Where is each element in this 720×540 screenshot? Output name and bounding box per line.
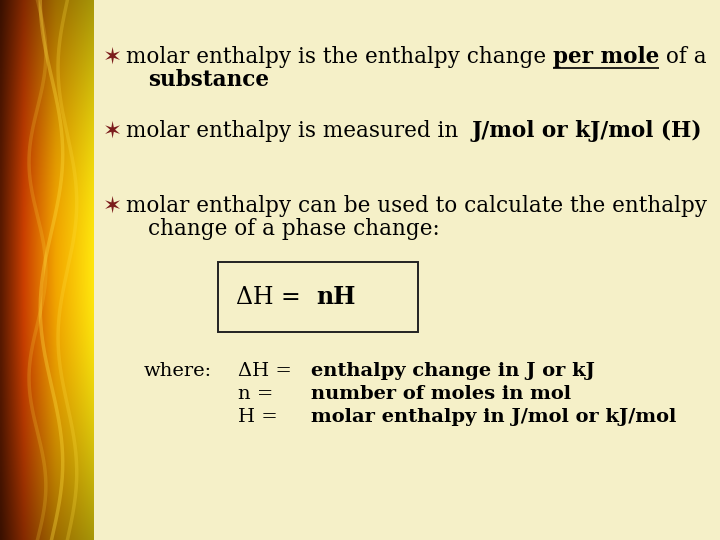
Bar bbox=[218, 262, 418, 332]
Text: ΔH =: ΔH = bbox=[236, 286, 308, 308]
Text: ✶: ✶ bbox=[103, 46, 122, 69]
Text: change of a phase change:: change of a phase change: bbox=[148, 218, 440, 240]
Text: per mole: per mole bbox=[553, 46, 660, 68]
Text: molar enthalpy can be used to calculate the enthalpy: molar enthalpy can be used to calculate … bbox=[126, 195, 707, 217]
Text: J/mol or kJ/mol (H): J/mol or kJ/mol (H) bbox=[472, 120, 703, 142]
Text: n =: n = bbox=[238, 385, 274, 403]
Text: ΔH =: ΔH = bbox=[238, 362, 292, 380]
Text: where:: where: bbox=[144, 362, 212, 380]
Text: molar enthalpy is measured in: molar enthalpy is measured in bbox=[126, 120, 472, 142]
Text: substance: substance bbox=[148, 69, 269, 91]
Text: ✶: ✶ bbox=[103, 195, 122, 218]
Text: of a: of a bbox=[660, 46, 707, 68]
Text: enthalpy change in J or kJ: enthalpy change in J or kJ bbox=[311, 362, 595, 380]
Text: number of moles in mol: number of moles in mol bbox=[311, 385, 571, 403]
Text: molar enthalpy is the enthalpy change: molar enthalpy is the enthalpy change bbox=[126, 46, 553, 68]
Text: molar enthalpy in J/mol or kJ/mol: molar enthalpy in J/mol or kJ/mol bbox=[311, 408, 676, 426]
Text: ✶: ✶ bbox=[103, 120, 122, 143]
Text: H =: H = bbox=[238, 408, 278, 426]
Text: nH: nH bbox=[316, 285, 356, 309]
